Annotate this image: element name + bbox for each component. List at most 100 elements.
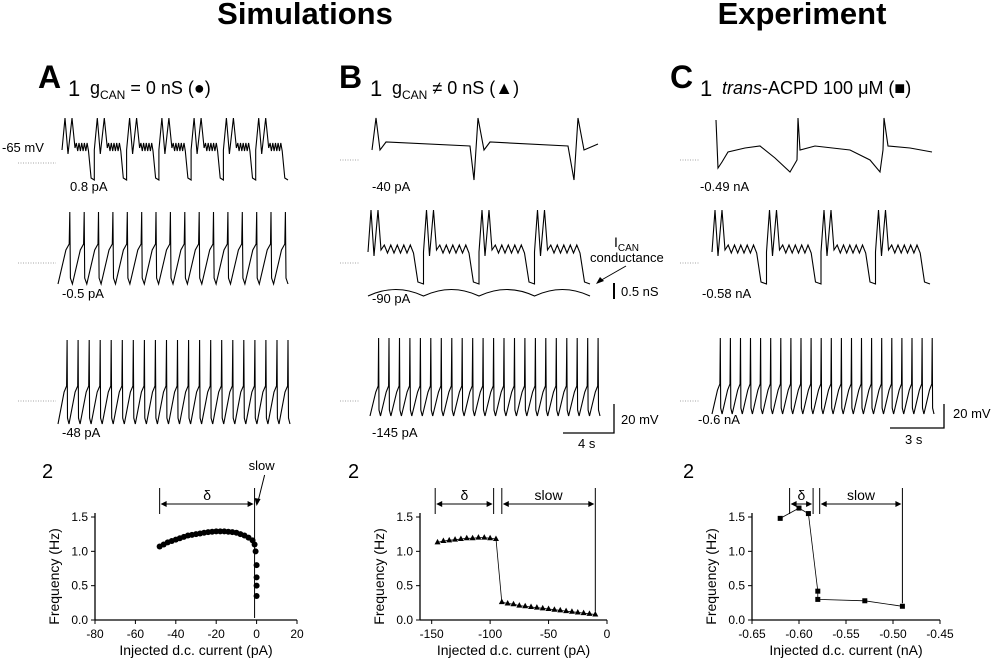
ican-label: ICAN — [614, 234, 639, 254]
slow-arrowhead-right-c2 — [895, 501, 902, 507]
data-point-b2 — [457, 535, 464, 541]
data-point-b2 — [469, 534, 476, 541]
trace-a1 — [61, 117, 289, 181]
slow-arrowhead-left-c2 — [820, 501, 827, 507]
panel-b-index: 1 — [370, 76, 382, 101]
data-point-b2 — [487, 534, 494, 541]
scale-bar-mv-s-b — [563, 404, 615, 434]
data-point-b2 — [563, 607, 570, 614]
trace-b2 — [367, 209, 591, 285]
scale-label-s-c: 3 s — [905, 432, 923, 447]
frequency-plot-a2: 2 0.0 0.5 1.0 1.5 -80 -60 -40 -20 0 20 Injected d.c… — [42, 458, 304, 658]
trace-a2-current: -0.5 pA — [62, 286, 104, 301]
data-point-b2 — [528, 603, 535, 609]
ican-annotation: ICAN conductance — [590, 234, 664, 284]
delta-arrowhead-left-b2 — [436, 501, 443, 507]
data-point-c2 — [899, 603, 905, 609]
delta-label-a2: δ — [203, 487, 211, 503]
data-point-b2 — [440, 537, 447, 544]
y-tick-label-c2: 1.0 — [728, 544, 745, 558]
y-tick-label-a2: 0.5 — [71, 579, 88, 593]
scale-bar-mv-s-c — [890, 404, 945, 429]
data-point-c2 — [796, 505, 802, 511]
panel-a-letter: A — [38, 59, 61, 95]
data-point-b2 — [533, 604, 540, 610]
data-point-b2 — [481, 534, 488, 540]
trace-a1-current: 0.8 pA — [70, 179, 108, 194]
x-tick-label-a2: 20 — [290, 627, 304, 641]
slow-label-c2: slow — [847, 487, 876, 503]
x-tick-label-b2: -50 — [540, 627, 558, 641]
trace-c3 — [711, 337, 935, 415]
voltage-traces — [18, 117, 935, 425]
plot-index-b2: 2 — [348, 461, 359, 483]
series-line-c2 — [780, 507, 903, 607]
x-tick-label-a2: -80 — [86, 627, 104, 641]
trace-a3 — [57, 339, 291, 425]
data-point-b2 — [452, 536, 459, 542]
data-point-b2 — [504, 600, 511, 606]
data-point-c2 — [815, 596, 821, 602]
panel-a-condition: gCAN = 0 nS (●) — [90, 78, 211, 102]
x-axis-label-a2: Injected d.c. current (pA) — [119, 642, 272, 658]
header-simulations: Simulations — [217, 0, 393, 31]
data-point-b2 — [568, 608, 575, 614]
trace-b3-current: -145 pA — [372, 425, 418, 440]
slow-arrow-a2 — [257, 474, 266, 504]
scale-label-ns: 0.5 nS — [621, 284, 659, 299]
delta-label-c2: δ — [797, 487, 805, 503]
delta-arrowhead-left-c2 — [790, 501, 797, 507]
frequency-plot-c2: 2 0.0 0.5 1.0 1.5 -0.65 -0.60 -0.55 -0.50 -0.45 In… — [683, 461, 954, 658]
panel-c-letter: C — [670, 59, 693, 95]
data-point-b2 — [492, 535, 499, 541]
data-point-c2 — [805, 511, 811, 517]
x-tick-label-b2: -100 — [478, 627, 502, 641]
scale-bar-b: 0.5 nS 20 mV 4 s — [563, 283, 659, 451]
y-tick-label-b2: 1.0 — [396, 544, 413, 558]
y-tick-label-a2: 1.5 — [71, 510, 88, 524]
trace-a3-current: -48 pA — [62, 425, 101, 440]
panel-c-index: 1 — [700, 76, 712, 101]
panel-b-title: B 1 gCAN ≠ 0 nS (▲) — [339, 59, 519, 102]
x-tick-label-a2: 0 — [253, 627, 260, 641]
delta-label-b2: δ — [461, 487, 469, 503]
panel-b-condition: gCAN ≠ 0 nS (▲) — [392, 78, 519, 102]
x-axis-label-c2: Injected d.c. current (nA) — [769, 642, 922, 658]
y-axis-label-c2: Frequency (Hz) — [703, 528, 719, 624]
data-point-b2 — [574, 608, 581, 615]
data-point-a2 — [253, 562, 260, 569]
data-point-a2 — [252, 548, 259, 555]
data-point-b2 — [551, 606, 558, 612]
scale-label-mv-b: 20 mV — [621, 412, 659, 427]
trace-b3 — [369, 337, 601, 417]
data-point-b2 — [475, 534, 482, 540]
data-point-b2 — [539, 604, 546, 611]
data-point-c2 — [777, 515, 783, 521]
y-axis-label-a2: Frequency (Hz) — [46, 528, 62, 624]
data-point-a2 — [253, 582, 260, 589]
data-point-b2 — [557, 606, 564, 613]
slow-arrowhead-a2 — [254, 498, 261, 506]
scale-label-s-b: 4 s — [578, 436, 596, 451]
x-tick-label-b2: 0 — [604, 627, 611, 641]
delta-arrowhead-right-a2 — [247, 501, 254, 507]
ican-arrow-head — [596, 277, 604, 284]
panel-c-condition: trans-ACPD 100 μM (■) — [722, 78, 911, 98]
trace-c2-current: -0.58 nA — [702, 286, 751, 301]
trace-c1-current: -0.49 nA — [700, 179, 749, 194]
data-point-b2 — [446, 536, 453, 543]
x-tick-label-c2: -0.65 — [738, 627, 766, 641]
data-point-c2 — [862, 598, 868, 604]
y-tick-label-a2: 0.0 — [71, 613, 88, 627]
ican-conductance-label: conductance — [590, 250, 664, 265]
trace-b1-current: -40 pA — [372, 179, 411, 194]
header-experiment: Experiment — [718, 0, 887, 31]
slow-arrowhead-left-b2 — [502, 501, 509, 507]
ican-conductance-trace — [367, 288, 591, 297]
trace-a2 — [57, 211, 289, 287]
data-point-b2 — [510, 600, 517, 607]
data-point-b2 — [586, 610, 593, 616]
panel-a-title: A 1 gCAN = 0 nS (●) — [38, 59, 211, 102]
plot-index-c2: 2 — [683, 461, 694, 483]
